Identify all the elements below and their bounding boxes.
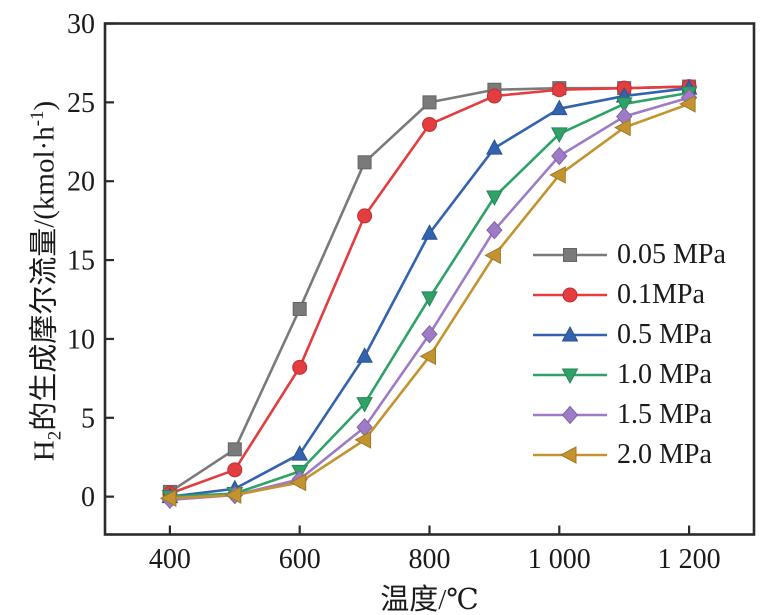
series-marker-1-0-mpa: [356, 397, 373, 413]
legend-item-0-05-mpa: 0.05 MPa: [533, 235, 726, 275]
series-marker-0-1mpa: [292, 359, 308, 375]
series-marker-1-0-mpa: [615, 97, 633, 113]
series-marker-2-0-mpa: [224, 486, 242, 504]
y-tick-label: 20: [67, 167, 95, 198]
y-axis-label-superscript: -1: [27, 110, 48, 127]
series-marker-0-5-mpa: [291, 445, 309, 461]
series-marker-0-1mpa: [227, 462, 243, 478]
x-tick-label: 1 200: [658, 544, 721, 575]
series-marker-2-0-mpa: [159, 489, 177, 508]
legend-marker-0-5-mpa: [561, 325, 579, 342]
legend-marker-1-5-mpa: [561, 405, 579, 425]
y-tick-label: 30: [67, 9, 95, 40]
legend-marker-1-0-mpa: [561, 368, 579, 385]
y-tick-label: 10: [67, 324, 95, 355]
legend-item-1-0-mpa: 1.0 MPa: [533, 355, 726, 395]
series-marker-1-5-mpa: [486, 220, 503, 240]
y-axis-label-suffix: ): [28, 100, 61, 111]
y-tick-label: 5: [81, 403, 95, 434]
series-marker-2-0-mpa: [549, 166, 566, 184]
series-marker-1-0-mpa: [486, 190, 503, 207]
y-axis-label-mid: 的生成摩尔流量/(kmol·h: [28, 126, 61, 431]
series-marker-2-0-mpa: [354, 431, 372, 449]
series-marker-0-5-mpa: [550, 99, 568, 116]
series-marker-0-5-mpa: [486, 139, 503, 155]
legend: 0.05 MPa 0.1MPa 0.5 MPa 1.0 MPa 1.5 MPa 2.0 M…: [533, 235, 726, 475]
legend-marker-0-1mpa: [562, 287, 578, 303]
legend-label-0-05-mpa: 0.05 MPa: [617, 239, 726, 270]
series-marker-0-05-mpa: [227, 442, 242, 457]
y-axis-label-prefix: H: [28, 440, 61, 462]
series-marker-0-1mpa: [357, 208, 373, 224]
series-marker-0-05-mpa: [357, 155, 372, 170]
series-marker-2-0-mpa: [614, 118, 631, 137]
series-marker-1-0-mpa: [550, 127, 568, 143]
series-marker-0-1mpa: [422, 116, 437, 132]
legend-item-0-1mpa: 0.1MPa: [533, 275, 726, 315]
series-marker-0-1mpa: [551, 82, 567, 98]
y-tick-label: 25: [67, 88, 95, 119]
series-marker-0-1mpa: [486, 88, 502, 104]
legend-label-2-0-mpa: 2.0 MPa: [617, 439, 712, 470]
x-tick-label: 1 000: [528, 544, 591, 575]
series-marker-2-0-mpa: [419, 347, 436, 366]
legend-label-1-5-mpa: 1.5 MPa: [617, 399, 712, 430]
y-axis-label-subscript: 2: [44, 430, 66, 441]
legend-marker-0-05-mpa: [563, 248, 577, 262]
legend-marker-sample-1-0-mpa: [533, 368, 607, 385]
y-tick-label: 0: [81, 482, 95, 513]
series-marker-0-5-mpa: [421, 224, 438, 240]
y-axis-label: H2的生成摩尔流量/(kmol·h-1): [21, 21, 65, 541]
series-marker-2-0-mpa: [484, 246, 501, 265]
x-tick-label: 800: [409, 544, 451, 575]
legend-marker-sample-2-0-mpa: [533, 446, 607, 464]
legend-item-1-5-mpa: 1.5 MPa: [533, 395, 726, 435]
series-marker-1-5-mpa: [551, 146, 568, 166]
legend-label-0-5-mpa: 0.5 MPa: [617, 319, 712, 350]
series-marker-0-05-mpa: [292, 301, 307, 316]
series-marker-0-05-mpa: [422, 95, 437, 110]
y-tick-label: 15: [67, 246, 95, 277]
x-tick-label: 400: [149, 544, 191, 575]
legend-label-1-0-mpa: 1.0 MPa: [617, 359, 712, 390]
x-tick-label: 600: [279, 544, 321, 575]
legend-marker-sample-0-5-mpa: [533, 325, 607, 342]
legend-marker-sample-0-05-mpa: [533, 248, 607, 262]
series-marker-1-5-mpa: [421, 324, 438, 344]
series-marker-2-0-mpa: [289, 473, 307, 492]
series-marker-2-0-mpa: [679, 95, 696, 113]
series-marker-0-5-mpa: [356, 347, 373, 363]
legend-marker-sample-1-5-mpa: [533, 405, 607, 425]
series-marker-1-0-mpa: [421, 291, 438, 307]
legend-marker-2-0-mpa: [559, 446, 577, 464]
series-2-0-mpa: [159, 95, 696, 508]
legend-label-0-1mpa: 0.1MPa: [617, 279, 705, 310]
legend-item-0-5-mpa: 0.5 MPa: [533, 315, 726, 355]
x-axis-label: 温度/℃: [380, 584, 479, 615]
legend-item-2-0-mpa: 2.0 MPa: [533, 435, 726, 475]
legend-marker-sample-0-1mpa: [533, 287, 607, 303]
